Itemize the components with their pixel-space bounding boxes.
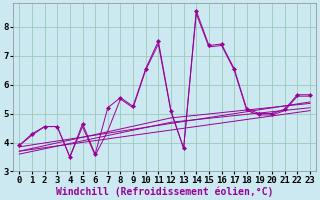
X-axis label: Windchill (Refroidissement éolien,°C): Windchill (Refroidissement éolien,°C) [56, 186, 273, 197]
